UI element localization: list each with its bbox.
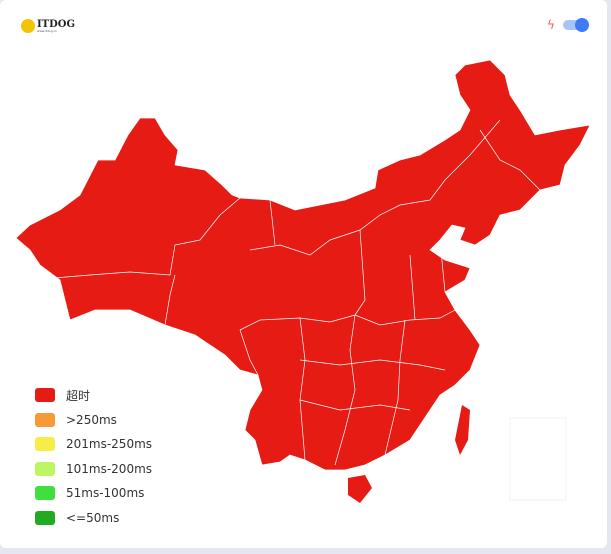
province-borders xyxy=(29,119,541,466)
legend-swatch xyxy=(35,437,55,452)
legend-item-under-50[interactable]: <=50ms xyxy=(35,506,152,531)
legend-label: >250ms xyxy=(66,412,117,427)
toggle-knob xyxy=(575,18,589,32)
legend-swatch xyxy=(35,461,55,476)
legend-item-over-250[interactable]: >250ms xyxy=(35,408,152,433)
latency-legend: 超时 >250ms 201ms-250ms 101ms-200ms 51ms-1… xyxy=(35,383,152,530)
legend-label: <=50ms xyxy=(66,510,120,525)
legend-label: 超时 xyxy=(66,388,91,403)
toggle-switch[interactable] xyxy=(563,18,589,32)
logo-subtext: www.itdog.cn xyxy=(37,28,58,33)
legend-item-timeout[interactable]: 超时 xyxy=(35,383,152,408)
dog-icon xyxy=(21,19,35,33)
legend-label: 101ms-200ms xyxy=(66,461,153,476)
itdog-logo[interactable]: ITDOG www.itdog.cn xyxy=(21,19,75,33)
legend-label: 201ms-250ms xyxy=(66,437,153,452)
hainan-region[interactable] xyxy=(348,475,372,503)
south-china-sea-inset xyxy=(509,417,567,501)
legend-item-201-250[interactable]: 201ms-250ms xyxy=(35,432,152,457)
legend-item-51-100[interactable]: 51ms-100ms xyxy=(35,481,152,506)
legend-label: 51ms-100ms xyxy=(66,486,145,501)
taiwan-region[interactable] xyxy=(455,405,470,455)
lightning-icon: ϟ xyxy=(547,18,555,32)
legend-swatch xyxy=(35,412,55,427)
legend-item-101-200[interactable]: 101ms-200ms xyxy=(35,457,152,482)
legend-swatch xyxy=(35,486,55,501)
legend-swatch xyxy=(35,510,55,525)
legend-swatch xyxy=(35,388,55,403)
mainland-region[interactable] xyxy=(15,59,591,471)
logo-text: ITDOG xyxy=(37,18,76,30)
